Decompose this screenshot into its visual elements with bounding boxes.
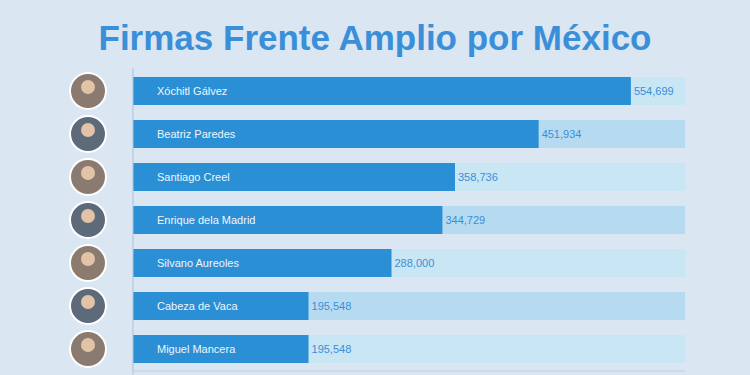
title: Firmas Frente Amplio por México — [99, 18, 652, 57]
avatar-face — [81, 123, 95, 137]
data-label: 344,729 — [445, 214, 485, 226]
track — [133, 206, 685, 234]
bar — [133, 292, 309, 320]
bar — [133, 249, 391, 277]
data-label: 451,934 — [542, 128, 582, 140]
tracks — [133, 77, 685, 363]
bar — [133, 77, 631, 105]
x-axis-line — [133, 371, 685, 372]
avatar-face — [81, 295, 95, 309]
bar — [133, 206, 442, 234]
background — [0, 0, 750, 375]
avatar-ring — [69, 330, 107, 368]
avatar-face — [81, 338, 95, 352]
track — [133, 292, 685, 320]
bars — [133, 77, 631, 363]
category-labels: Xóchitl Gálvez Beatriz Paredes Santiago Cr… — [157, 85, 255, 355]
avatar-ring — [69, 244, 107, 282]
bar — [133, 335, 309, 363]
y-axis-line — [133, 68, 134, 375]
avatar-ring — [69, 158, 107, 196]
data-label: 288,000 — [394, 257, 434, 269]
chart-container: Firmas Frente Amplio por México Xóchitl G… — [0, 0, 750, 375]
avatar — [71, 289, 105, 323]
avatar — [71, 160, 105, 194]
avatar-face — [81, 209, 95, 223]
bar — [133, 120, 539, 148]
avatar-ring — [69, 287, 107, 325]
category-label: Silvano Aureoles — [157, 257, 239, 269]
avatars — [69, 72, 107, 368]
avatar-face — [81, 252, 95, 266]
avatar — [71, 74, 105, 108]
data-label: 554,699 — [634, 85, 674, 97]
category-label: Xóchitl Gálvez — [157, 85, 227, 97]
avatar-ring — [69, 115, 107, 153]
avatar-ring — [69, 72, 107, 110]
track — [133, 77, 685, 105]
track — [133, 163, 685, 191]
chart-svg: Firmas Frente Amplio por México Xóchitl G… — [0, 0, 750, 375]
avatar-ring — [69, 201, 107, 239]
avatar — [71, 117, 105, 151]
data-label: 195,548 — [312, 300, 352, 312]
category-label: Cabeza de Vaca — [157, 300, 238, 312]
track — [133, 120, 685, 148]
track — [133, 249, 685, 277]
avatar-face — [81, 166, 95, 180]
track — [133, 335, 685, 363]
avatar — [71, 246, 105, 280]
bar — [133, 163, 455, 191]
category-label: Beatriz Paredes — [157, 128, 236, 140]
avatar — [71, 332, 105, 366]
data-labels: 554,699 451,934 358,736 344,729 288,000 195,5… — [312, 85, 674, 355]
avatar — [71, 203, 105, 237]
avatar-face — [81, 80, 95, 94]
category-label: Santiago Creel — [157, 171, 230, 183]
category-label: Enrique dela Madrid — [157, 214, 255, 226]
data-label: 195,548 — [312, 343, 352, 355]
category-label: Miguel Mancera — [157, 343, 236, 355]
data-label: 358,736 — [458, 171, 498, 183]
